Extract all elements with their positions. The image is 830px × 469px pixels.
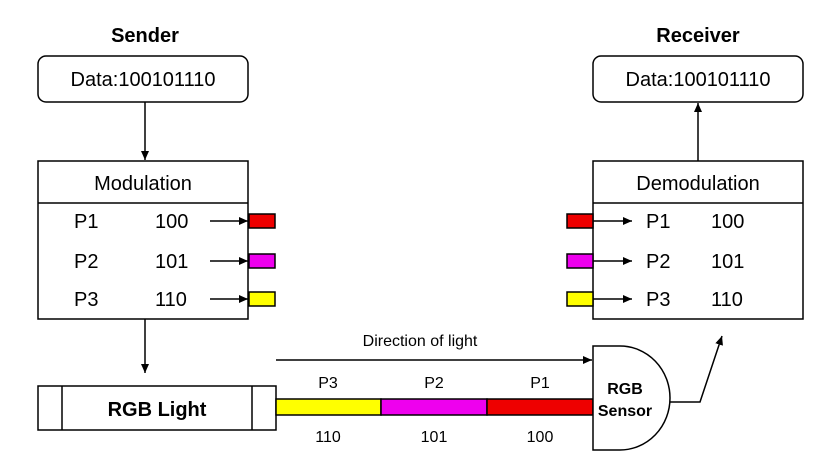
- channel-segment-p1: [486, 398, 594, 416]
- channel-segment-p1-packet: P1: [530, 375, 550, 392]
- modulation-label: Modulation: [94, 173, 192, 195]
- direction-label: Direction of light: [363, 333, 478, 350]
- mod-row-p3-swatch: [248, 291, 276, 307]
- rgb-light-box: [37, 385, 277, 431]
- sender-data-label: Data:100101110: [71, 69, 216, 91]
- channel-segment-p2-packet: P2: [424, 375, 444, 392]
- demod-row-p1-bits: 100: [711, 211, 744, 233]
- receiver-data-box: [592, 55, 804, 103]
- receiver-title: Receiver: [656, 25, 740, 47]
- rgb-sensor: [592, 345, 671, 451]
- channel-segment-p3-packet: P3: [318, 375, 338, 392]
- channel-segment-p3: [275, 398, 382, 416]
- demod-row-p3-packet: P3: [646, 289, 670, 311]
- mod-row-p2-swatch: [248, 253, 276, 269]
- rgb-sensor-label-line2: Sensor: [598, 403, 652, 420]
- channel-segment-p2-bits: 101: [421, 429, 448, 446]
- demod-row-p2-bits: 101: [711, 251, 744, 273]
- channel-segment-p3-bits: 110: [315, 429, 341, 446]
- mod-row-p1-packet: P1: [74, 211, 98, 233]
- mod-row-p2-packet: P2: [74, 251, 98, 273]
- mod-row-p3-bits: 110: [155, 289, 187, 311]
- demod-row-p1-swatch: [566, 213, 594, 229]
- demodulation-label: Demodulation: [636, 173, 759, 195]
- receiver-data-label: Data:100101110: [626, 69, 771, 91]
- sender-title: Sender: [111, 25, 179, 47]
- arrow-sensor-to-demodulation: [670, 335, 723, 403]
- sender-data-box: [37, 55, 249, 103]
- demodulation-box: [592, 160, 804, 320]
- modulation-box: [37, 160, 249, 320]
- mod-row-p1-bits: 100: [155, 211, 188, 233]
- rgb-sensor-label-line1: RGB: [607, 381, 643, 398]
- channel-segment-p1-bits: 100: [527, 429, 554, 446]
- demod-row-p2-swatch: [566, 253, 594, 269]
- rgb-light-label: RGB Light: [108, 399, 207, 421]
- demod-row-p3-swatch: [566, 291, 594, 307]
- demod-row-p3-bits: 110: [711, 289, 743, 311]
- channel-segment-p2: [380, 398, 488, 416]
- mod-row-p2-bits: 101: [155, 251, 188, 273]
- mod-row-p3-packet: P3: [74, 289, 98, 311]
- demod-row-p1-packet: P1: [646, 211, 670, 233]
- mod-row-p1-swatch: [248, 213, 276, 229]
- demod-row-p2-packet: P2: [646, 251, 670, 273]
